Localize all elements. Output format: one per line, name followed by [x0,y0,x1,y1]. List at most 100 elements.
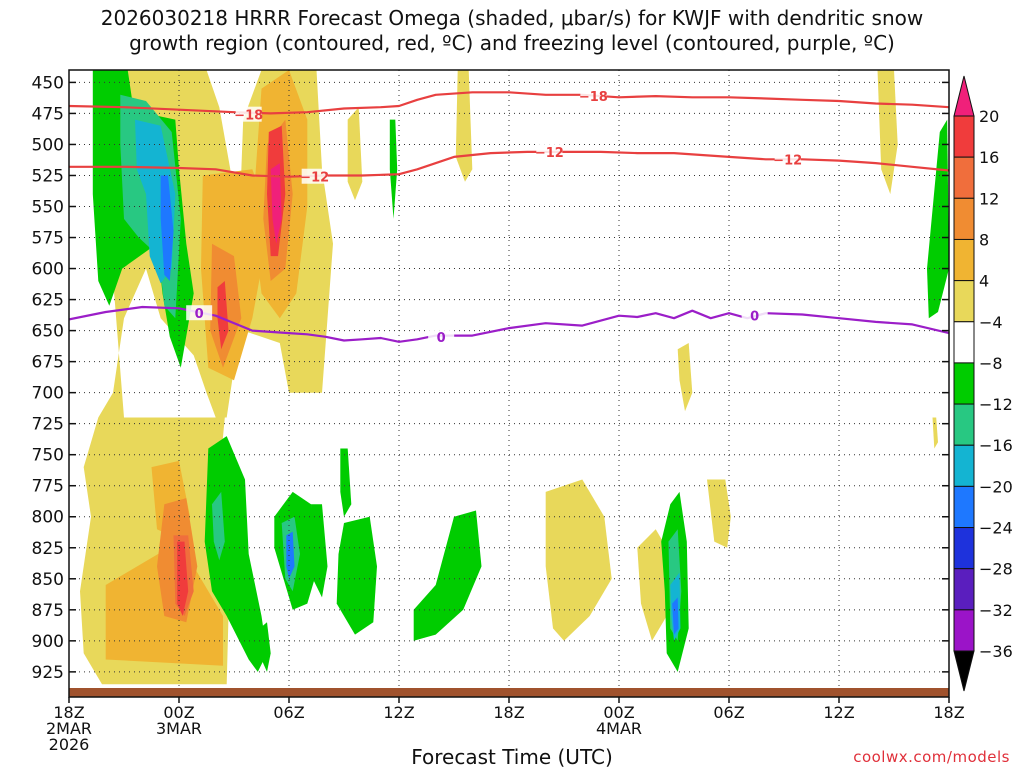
y-tick-label: 825 [32,539,64,559]
y-tick-label: 575 [32,229,64,249]
contour-label: 0 [195,307,204,322]
x-tick-label: 00Z [163,703,194,722]
omega-region-33 [336,516,377,635]
omega-region-15 [217,281,229,350]
y-tick-label: 850 [32,570,64,590]
colorbar-bin [953,197,975,240]
contour-label-bg [235,106,262,122]
colorbar-bin [953,609,975,652]
colorbar-label: 4 [979,272,989,291]
omega-region-3 [455,70,473,182]
x-tick-label: 18Z [933,703,964,722]
contour-label: −18 [234,109,263,124]
y-tick-label: 675 [32,353,64,373]
y-tick-label: 650 [32,322,64,342]
omega-region-24 [160,175,174,281]
colorbar-label: 20 [979,107,999,126]
colorbar-bin [953,485,975,529]
colorbar-bin [953,280,975,323]
colorbar-label: −32 [979,601,1013,620]
x-tick-label: 18Z [493,703,524,722]
omega-region-26 [212,491,225,561]
colorbar-label: −16 [979,436,1013,455]
contour-label-bg [774,151,801,167]
chart-title: 2026030218 HRRR Forecast Omega (shaded, … [0,6,1024,56]
title-line-1: 2026030218 HRRR Forecast Omega (shaded, … [100,6,924,30]
contour-label-bg [536,143,563,159]
grid [68,70,950,688]
colorbar: 20 16 12 8 4 −4 −8 −12 −16 −20 −24 −28 −32 −36 [953,75,1013,692]
omega-region-41 [932,417,938,449]
x-tick-label: 12Z [823,703,854,722]
colorbar-bin [953,362,975,405]
y-tick-label: 875 [32,601,64,621]
y-tick-label: 475 [32,104,64,124]
colorbar-bin [953,321,975,364]
omega-region-14 [270,163,282,244]
colorbar-top-triangle [953,75,975,117]
x-tick-label: 3MAR [156,719,202,738]
terrain-strip [69,688,949,697]
contour-line-0 [69,91,949,115]
x-tick-label: 2026 [49,735,90,754]
x-tick-label: 12Z [383,703,414,722]
colorbar-bin [953,115,975,158]
omega-region-7 [707,479,731,548]
omega-region-6 [677,343,693,412]
y-tick-label: 750 [32,446,64,466]
contour-label: −12 [535,146,564,161]
contour-label: 0 [750,310,759,325]
y-tick-label: 775 [32,477,64,497]
y-axis: 450 475 500 525 550 575 600 625 650 675 700 725 750 7… [32,73,949,683]
contour-label-bg [580,88,607,104]
colorbar-label: 12 [979,189,999,208]
title-line-2: growth region (contoured, red, ºC) and f… [129,31,895,55]
colorbar-label: −4 [979,313,1003,332]
contour-label: 0 [437,331,446,346]
omega-region-2 [347,107,363,201]
y-tick-label: 900 [32,632,64,652]
y-tick-label: 700 [32,384,64,404]
x-tick-label: 18Z [53,703,84,722]
omega-region-5 [637,529,671,641]
omega-region-4 [545,479,612,641]
x-tick-label: 06Z [713,703,744,722]
x-tick-label: 06Z [273,703,304,722]
colorbar-label: 16 [979,148,999,167]
omega-region-34 [389,119,398,219]
y-tick-label: 550 [32,198,64,218]
contour-label-bg [741,307,768,323]
omega-region-35 [413,510,482,641]
colorbar-bin [953,568,975,611]
contour-label: −12 [300,171,329,186]
contour-label: −12 [773,153,802,168]
x-tick-label: 2MAR [46,719,92,738]
colorbar-bin [953,527,975,570]
y-tick-label: 625 [32,291,64,311]
colorbar-label: −24 [979,519,1013,538]
omega-shading [80,70,949,685]
colorbar-bin [953,403,975,446]
colorbar-bottom-triangle [953,650,975,692]
colorbar-bin [953,238,975,282]
contour-label-bg [186,305,213,321]
source-credit[interactable]: coolwx.com/models [853,748,1010,766]
y-tick-label: 525 [32,166,64,186]
x-axis-label: Forecast Time (UTC) [411,745,613,769]
colorbar-label: 8 [979,230,989,249]
colorbar-label: −8 [979,354,1003,373]
y-tick-label: 600 [32,260,64,280]
colorbar-label: −28 [979,560,1013,579]
colorbar-bin [953,156,975,199]
y-tick-label: 450 [32,73,64,93]
contour-label-bg [428,328,455,344]
contour-label-bg [301,168,328,184]
y-tick-label: 800 [32,508,64,528]
y-tick-label: 500 [32,135,64,155]
x-tick-label: 00Z [603,703,634,722]
contour-line-1 [69,150,949,178]
omega-region-32 [340,448,352,517]
x-tick-label: 4MAR [596,719,642,738]
colorbar-label: −20 [979,477,1013,496]
